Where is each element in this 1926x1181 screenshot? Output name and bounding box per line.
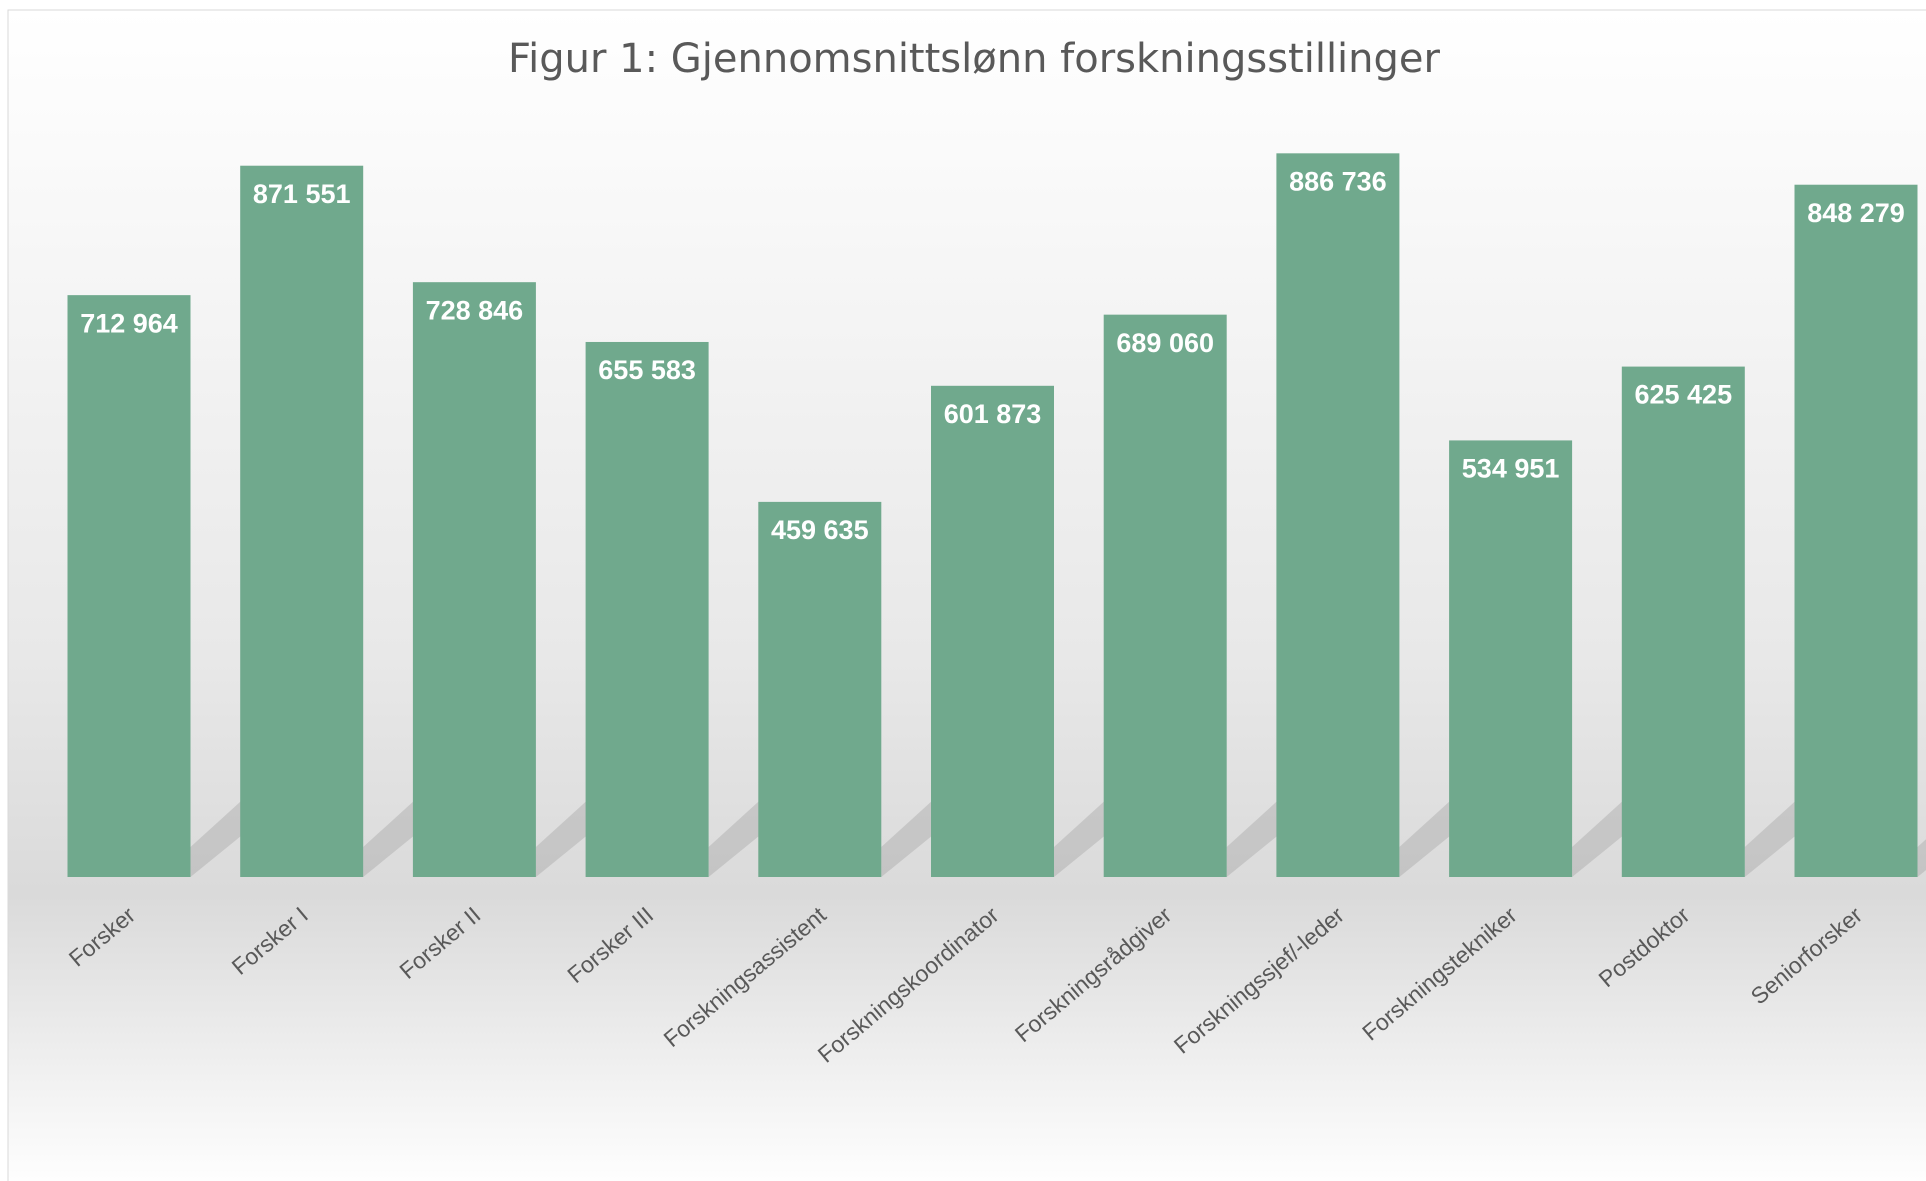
bar [1276, 153, 1400, 877]
chart-title: Figur 1: Gjennomsnittslønn forskningssti… [508, 36, 1441, 82]
bar [240, 165, 364, 878]
data-label: 848 279 [1807, 198, 1905, 228]
data-label: 689 060 [1116, 328, 1214, 358]
bar-shadow [881, 747, 1042, 877]
data-label: 655 583 [598, 355, 696, 385]
data-label: 534 951 [1462, 454, 1560, 484]
bar [1621, 366, 1745, 877]
bar [1449, 440, 1573, 877]
data-label: 712 964 [80, 308, 178, 338]
bar [585, 341, 709, 877]
data-label: 886 736 [1289, 166, 1387, 196]
bar [1103, 314, 1227, 877]
data-label: 871 551 [253, 179, 351, 209]
bar [758, 501, 882, 877]
data-label: 601 873 [944, 399, 1042, 429]
data-label: 625 425 [1634, 380, 1732, 410]
data-label: 728 846 [426, 295, 524, 325]
bar-shadow [1917, 839, 1926, 877]
bar [67, 295, 191, 877]
data-label: 459 635 [771, 515, 869, 545]
bar [412, 282, 536, 878]
bar [931, 385, 1054, 877]
bar [1794, 184, 1918, 877]
